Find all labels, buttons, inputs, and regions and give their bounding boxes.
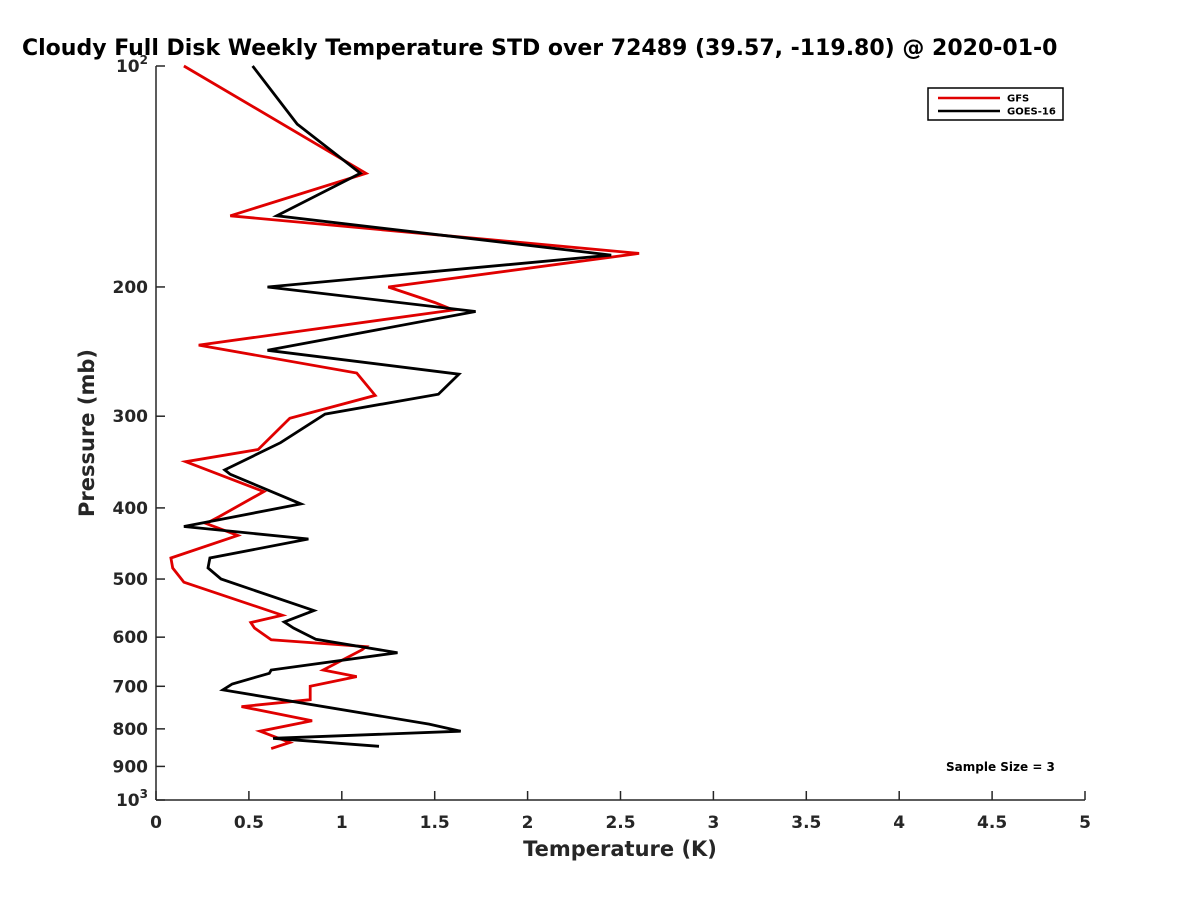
x-tick-label: 1 [336, 813, 348, 833]
legend-label: GOES-16 [1007, 107, 1056, 118]
series-line-goes-16 [183, 65, 612, 748]
y-tick-label: 400 [113, 499, 149, 519]
x-axis: 0 0.5 1 1.5 2 2.5 3 3.5 4 4.5 5 [150, 791, 1091, 833]
y-tick-label: 500 [113, 570, 149, 590]
x-axis-label: Temperature (K) [523, 837, 717, 861]
x-tick-label: 2 [522, 813, 534, 833]
legend-box [927, 87, 1064, 121]
y-tick-label: 200 [113, 278, 149, 298]
y-tick-label: 300 [113, 407, 149, 427]
x-tick-label: 3.5 [791, 813, 821, 833]
y-axis: 102 200 300 400 500 600 700 800 900 103 [113, 53, 165, 811]
x-tick-label: 4 [893, 813, 905, 833]
chart-title: Cloudy Full Disk Weekly Temperature STD … [22, 36, 1057, 61]
series-layer [169, 64, 640, 750]
x-tick-label: 4.5 [977, 813, 1007, 833]
x-tick-label: 0 [150, 813, 162, 833]
legend-label: GFS [1007, 94, 1029, 105]
sample-size-annotation: Sample Size = 3 [946, 760, 1055, 774]
y-tick-label: 800 [113, 720, 149, 740]
x-tick-label: 2.5 [605, 813, 635, 833]
y-axis-label: Pressure (mb) [75, 349, 99, 517]
y-tick-label: 700 [113, 677, 149, 697]
x-tick-label: 1.5 [420, 813, 450, 833]
y-tick-label: 103 [116, 787, 148, 811]
x-tick-label: 3 [707, 813, 719, 833]
x-tick-label: 5 [1079, 813, 1091, 833]
y-tick-label: 900 [113, 757, 149, 777]
y-tick-label: 600 [113, 628, 149, 648]
x-tick-label: 0.5 [234, 813, 264, 833]
legend: GFS GOES-16 [927, 87, 1064, 121]
y-tick-label: 102 [116, 53, 148, 77]
